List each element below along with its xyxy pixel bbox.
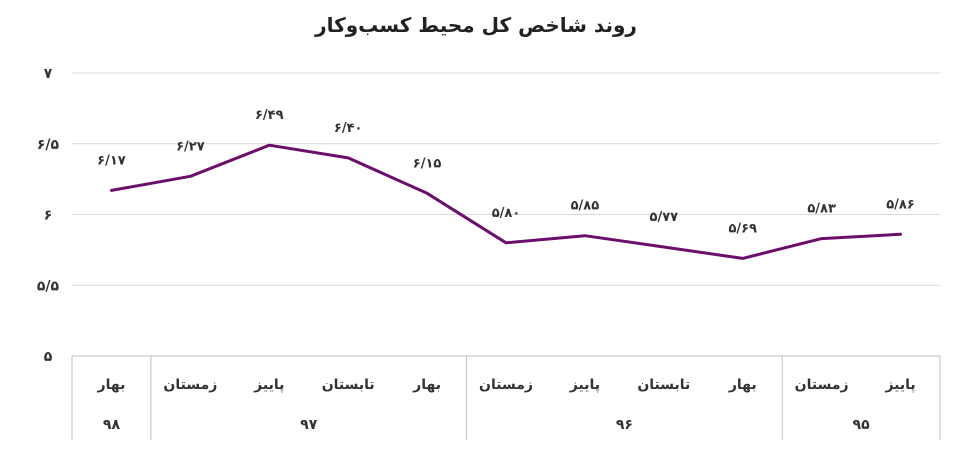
data-label: ۵/۸۵: [571, 199, 600, 214]
data-label: ۵/۶۹: [728, 221, 757, 236]
data-label: ۶/۱۵: [413, 156, 442, 171]
chart-title: روند شاخص کل محیط کسب‌وکار: [314, 13, 637, 37]
x-group-label: ۹۷: [300, 417, 318, 433]
data-label: ۵/۸۶: [886, 197, 915, 212]
x-tick-label: پاییز: [884, 377, 915, 393]
series-line: [110, 143, 902, 260]
x-group-label: ۹۵: [853, 417, 871, 433]
x-axis: پاییز زمستان بهار تابستان پاییز زمستان بهار تاب…: [71, 356, 941, 440]
x-tick-label: بهار: [412, 377, 441, 393]
x-tick-label: بهار: [728, 377, 757, 393]
data-label: ۵/۸۰: [492, 206, 521, 221]
y-tick-label: ۵/۵: [37, 278, 60, 294]
y-tick-label: ۶/۵: [37, 137, 60, 153]
y-tick-label: ۷: [44, 66, 53, 82]
x-tick-label: بهار: [97, 377, 126, 393]
data-label: ۶/۴۰: [334, 121, 363, 136]
data-label: ۶/۱۷: [97, 153, 126, 168]
x-group-label: ۹۶: [616, 417, 633, 433]
x-tick-label: پاییز: [253, 377, 284, 393]
x-tick-label: زمستان: [479, 377, 533, 393]
data-label: ۶/۴۹: [255, 108, 284, 123]
data-label: ۶/۲۷: [176, 139, 205, 154]
x-tick-label: زمستان: [163, 377, 217, 393]
x-tick-label: پاییز: [569, 377, 600, 393]
x-tick-label: زمستان: [795, 377, 849, 393]
data-labels: ۵/۸۶ ۵/۸۳ ۵/۶۹ ۵/۷۷ ۵/۸۵ ۵/۸۰ ۶/۱۵ ۶/۴۰ ۶/۴۹ ۶/۲۷…: [97, 108, 915, 236]
y-tick-label: ۵: [44, 349, 53, 365]
x-group-label: ۹۸: [103, 417, 121, 433]
data-label: ۵/۸۳: [807, 202, 836, 217]
grid: [72, 72, 940, 357]
y-axis: ۷ ۶/۵ ۶ ۵/۵ ۵: [37, 66, 60, 365]
x-tick-label: تابستان: [322, 377, 375, 393]
y-tick-label: ۶: [44, 208, 53, 224]
x-tick-label: تابستان: [637, 377, 690, 393]
series-line-group: [110, 143, 902, 260]
data-label: ۵/۷۷: [650, 210, 679, 225]
